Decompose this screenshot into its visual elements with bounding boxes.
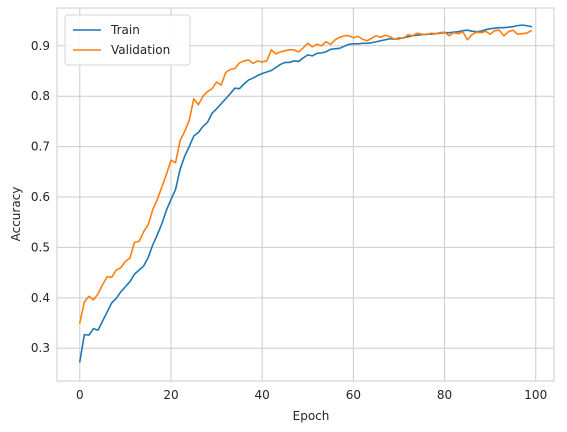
series-line-validation: [79, 29, 533, 324]
x-tick-label: 40: [255, 388, 270, 402]
legend-label-train: Train: [110, 23, 140, 37]
plot-frame: [56, 7, 555, 382]
y-tick-label: 0.7: [31, 140, 50, 154]
legend: Train Validation: [64, 14, 191, 66]
series-line-train: [79, 24, 533, 363]
x-tick-label: 100: [524, 388, 547, 402]
x-axis-label: Epoch: [293, 409, 330, 423]
legend-box: [64, 14, 191, 66]
plot-background: [57, 8, 554, 381]
x-tick-label: 20: [163, 388, 178, 402]
y-tick-label: 0.4: [31, 291, 50, 305]
y-axis-label: Accuracy: [9, 187, 23, 242]
y-tick-label: 0.9: [31, 39, 50, 53]
legend-label-validation: Validation: [111, 43, 170, 57]
y-tick-label: 0.6: [31, 190, 50, 204]
y-tick-label: 0.5: [31, 240, 50, 254]
x-tick-label: 0: [76, 388, 84, 402]
plot-area: 0 20 40 60 80 100 0.3 0.4 0.5 0.6 0.7 0.8 0.9 Train Va…: [31, 7, 555, 402]
x-tick-label: 60: [346, 388, 361, 402]
y-tick-label: 0.3: [31, 341, 50, 355]
y-tick-label: 0.8: [31, 89, 50, 103]
x-tick-label: 80: [437, 388, 452, 402]
